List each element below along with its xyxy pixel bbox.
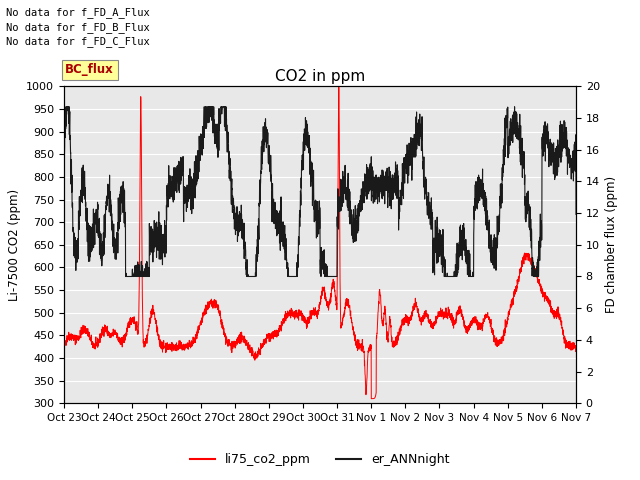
Text: No data for f_FD_C_Flux: No data for f_FD_C_Flux [6, 36, 150, 47]
Y-axis label: Li-7500 CO2 (ppm): Li-7500 CO2 (ppm) [8, 189, 20, 301]
Text: No data for f_FD_A_Flux: No data for f_FD_A_Flux [6, 7, 150, 18]
Text: BC_flux: BC_flux [65, 63, 114, 76]
Y-axis label: FD chamber flux (ppm): FD chamber flux (ppm) [605, 176, 618, 313]
Legend: li75_co2_ppm, er_ANNnight: li75_co2_ppm, er_ANNnight [186, 448, 454, 471]
Title: CO2 in ppm: CO2 in ppm [275, 69, 365, 84]
Text: No data for f_FD_B_Flux: No data for f_FD_B_Flux [6, 22, 150, 33]
